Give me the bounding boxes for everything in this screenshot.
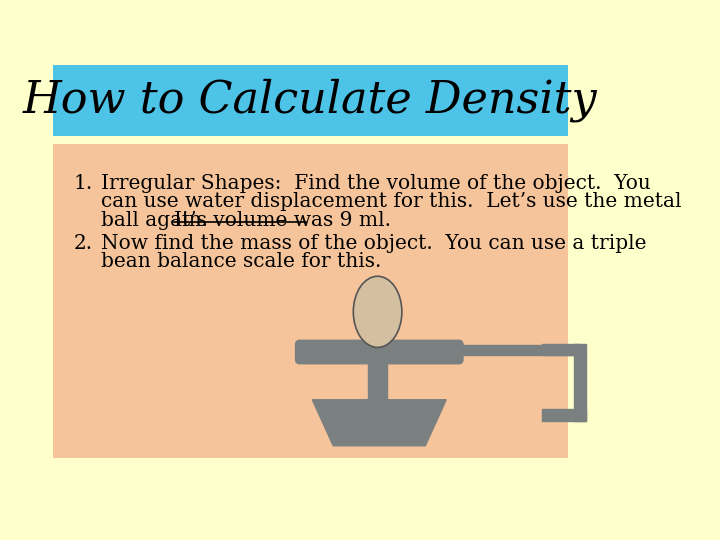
Text: How to Calculate Density: How to Calculate Density [22, 78, 597, 122]
Bar [542, 343, 580, 355]
Text: can use water displacement for this.  Let’s use the metal: can use water displacement for this. Let… [101, 192, 681, 211]
Bar [575, 343, 586, 421]
Bar [53, 65, 567, 136]
Text: Irregular Shapes:  Find the volume of the object.  You: Irregular Shapes: Find the volume of the… [101, 174, 650, 193]
Bar [542, 409, 586, 421]
Polygon shape [312, 400, 446, 446]
Ellipse shape [354, 276, 402, 347]
Bar [53, 144, 567, 458]
Text: Now find the mass of the object.  You can use a triple: Now find the mass of the object. You can… [101, 234, 646, 253]
Text: bean balance scale for this.: bean balance scale for this. [101, 252, 381, 272]
Text: 2.: 2. [73, 234, 93, 253]
Text: ball again.: ball again. [101, 211, 220, 229]
FancyBboxPatch shape [296, 340, 463, 364]
Text: It’s volume was 9 ml.: It’s volume was 9 ml. [174, 211, 391, 229]
Bar [377, 346, 575, 355]
Text: 1.: 1. [73, 174, 93, 193]
Bar [369, 354, 387, 400]
